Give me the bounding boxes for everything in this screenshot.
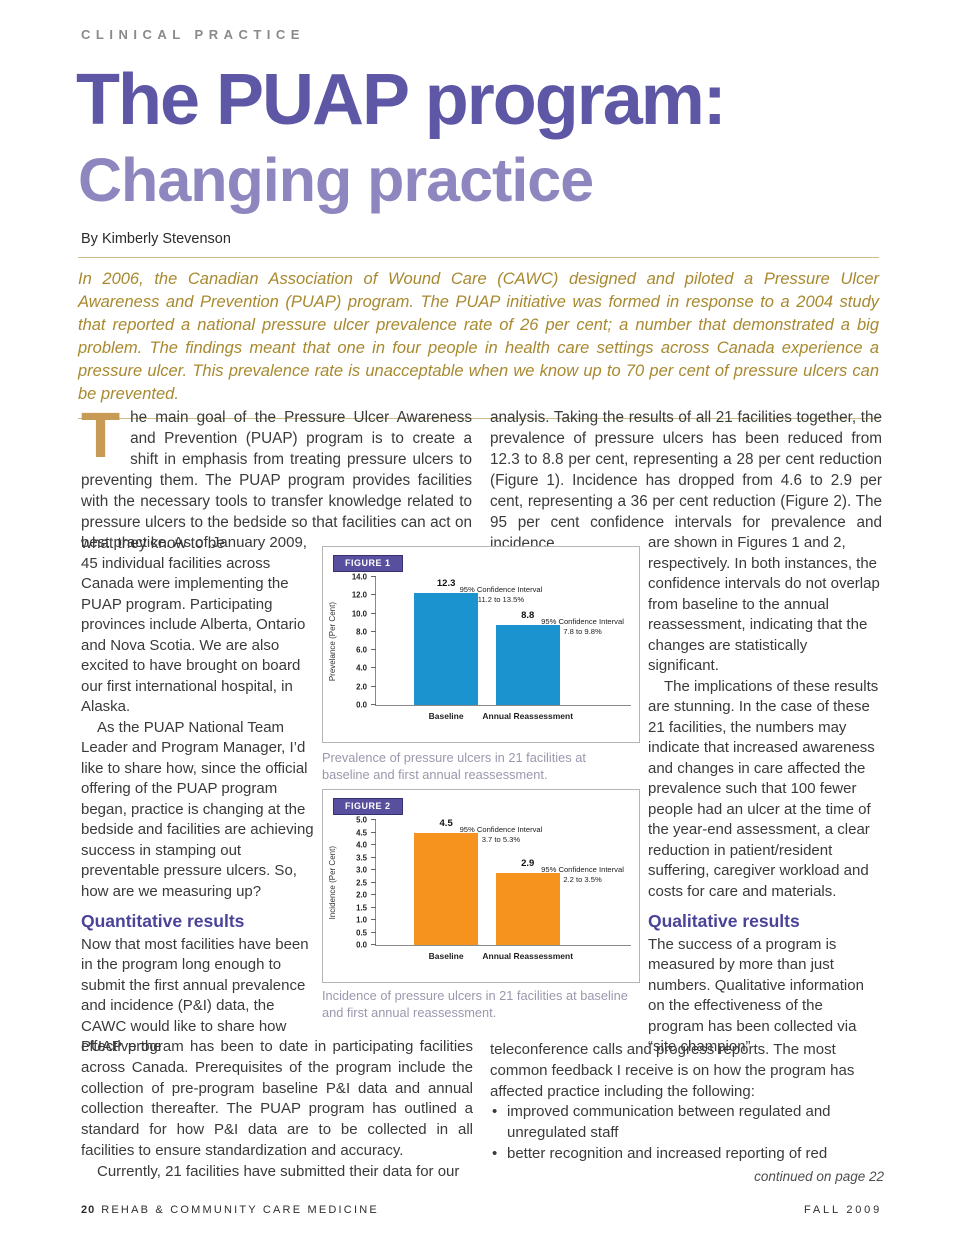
y-tick-mark: [371, 894, 376, 895]
y-tick-mark: [371, 944, 376, 945]
footer-page-number: 20: [81, 1204, 96, 1216]
bar-value-label: 4.5: [439, 817, 453, 829]
x-category-label: Baseline: [428, 711, 464, 721]
paragraph: best practice. As of January 2009, 45 in…: [81, 534, 307, 715]
y-tick-mark: [371, 844, 376, 845]
y-tick-mark: [371, 576, 376, 577]
y-tick-label: 1.5: [356, 903, 367, 912]
figure-2-y-axis-title-text: Incidence (Per Cent): [328, 846, 337, 920]
right-column-top-paragraph: analysis. Taking the results of all 21 f…: [490, 409, 882, 552]
bar-annual-reassessment: [495, 872, 560, 945]
y-tick-label: 0.0: [356, 700, 367, 710]
x-category-label: Annual Reassessment: [482, 951, 574, 961]
bar-value-label: 2.9: [521, 857, 535, 869]
y-tick-mark: [371, 906, 376, 908]
bar-baseline: [414, 832, 478, 945]
y-tick-mark: [371, 819, 376, 820]
heading-qualitative-results: Qualitative results: [648, 911, 800, 931]
paragraph: are shown in Figures 1 and 2, respective…: [648, 534, 880, 674]
dropcap-letter: T: [81, 399, 121, 471]
bar-value-label: 8.8: [521, 609, 535, 621]
figure-2-label: FIGURE 2: [333, 798, 403, 815]
y-tick-label: 2.5: [356, 878, 367, 887]
y-tick-mark: [371, 594, 376, 596]
y-tick-mark: [371, 881, 376, 883]
y-tick-label: 4.0: [356, 840, 367, 850]
bar-baseline: [414, 592, 478, 705]
y-tick-mark: [371, 919, 376, 920]
left-column-bottom: PUAP program has been to date in partici…: [81, 1037, 473, 1183]
continued-note: continued on page 22: [754, 1168, 884, 1184]
y-tick-label: 2.0: [356, 890, 367, 900]
section-eyebrow: CLINICAL PRACTICE: [81, 27, 305, 42]
bullet-item: improved communication between regulated…: [490, 1102, 884, 1144]
opening-paragraph-text: he main goal of the Pressure Ulcer Aware…: [81, 409, 472, 552]
bar-value-label: 12.3: [436, 577, 456, 589]
y-tick-label: 4.5: [356, 828, 367, 837]
y-tick-mark: [371, 649, 376, 651]
confidence-interval-annotation: 95% Confidence Interval 11.2 to 13.5%: [459, 585, 543, 605]
figure-1-y-axis-title-text: Prevelance (Per Cent): [328, 601, 337, 682]
y-tick-label: 4.0: [356, 663, 367, 673]
y-tick-label: 2.0: [356, 682, 367, 692]
left-column-narrow: best practice. As of January 2009, 45 in…: [81, 533, 321, 1058]
right-column-narrow: are shown in Figures 1 and 2, respective…: [648, 533, 882, 1058]
figure-1-y-axis-title: Prevelance (Per Cent): [325, 577, 340, 706]
paragraph: As the PUAP National Team Leader and Pro…: [81, 718, 314, 900]
y-tick-label: 8.0: [356, 627, 367, 637]
confidence-interval-annotation: 95% Confidence Interval 7.8 to 9.8%: [541, 617, 624, 637]
y-tick-label: 0.0: [356, 940, 367, 950]
figure-1-label: FIGURE 1: [333, 555, 403, 572]
y-tick-label: 0.5: [356, 928, 367, 937]
paragraph: PUAP program has been to date in partici…: [81, 1038, 473, 1159]
y-tick-mark: [371, 831, 376, 833]
paragraph: teleconference calls and progress report…: [490, 1041, 855, 1100]
confidence-interval-annotation: 95% Confidence Interval 3.7 to 5.3%: [459, 825, 543, 845]
figure-2-plot-area: 5.0 4.5 4.0 3.5 3.0 2.5 2.0 1.5 1.0 0.5 0.0 4.5 95% …: [356, 816, 631, 961]
y-tick-mark: [371, 630, 376, 632]
article-title-line2: Changing practice: [78, 146, 594, 214]
confidence-interval-annotation: 95% Confidence Interval 2.2 to 3.5%: [541, 865, 624, 885]
y-tick-label: 3.5: [356, 853, 367, 862]
y-tick-mark: [371, 685, 376, 687]
heading-quantitative-results: Quantitative results: [81, 911, 245, 931]
y-tick-label: 3.0: [356, 865, 367, 875]
x-category-label: Baseline: [428, 951, 464, 961]
bar-annual-reassessment: [495, 624, 560, 705]
bullet-item: better recognition and increased reporti…: [490, 1144, 884, 1165]
right-column-bottom: teleconference calls and progress report…: [490, 1040, 884, 1188]
footer-journal-name: REHAB & COMMUNITY CARE MEDICINE: [101, 1204, 379, 1216]
feedback-bullet-list: improved communication between regulated…: [490, 1102, 884, 1164]
article-title-line1: The PUAP program:: [76, 60, 727, 140]
y-tick-label: 5.0: [356, 815, 367, 825]
intro-paragraph: In 2006, the Canadian Association of Wou…: [78, 257, 879, 419]
figure-2-caption: Incidence of pressure ulcers in 21 facil…: [322, 988, 628, 1020]
y-tick-mark: [371, 869, 376, 870]
footer-journal: 20 REHAB & COMMUNITY CARE MEDICINE: [81, 1204, 379, 1216]
paragraph: Now that most facilities have been in th…: [81, 935, 309, 1056]
x-category-label: Annual Reassessment: [482, 711, 574, 721]
y-tick-mark: [371, 612, 376, 614]
y-tick-label: 1.0: [356, 915, 367, 925]
figure-1-plot-area: 14.0 12.0 10.0 8.0 6.0 4.0 2.0 0.0 12.3 95% Confi…: [352, 573, 631, 721]
byline: By Kimberly Stevenson: [81, 231, 231, 247]
y-tick-label: 6.0: [356, 645, 367, 655]
figure-1-panel: FIGURE 1 Prevelance (Per Cent) 14.0 12.0 1…: [322, 546, 640, 743]
y-tick-mark: [371, 704, 376, 705]
y-tick-mark: [371, 667, 376, 669]
figure-1-caption: Prevalence of pressure ulcers in 21 faci…: [322, 750, 586, 782]
footer-issue: FALL 2009: [803, 1204, 882, 1216]
figure-2-panel: FIGURE 2 Incidence (Per Cent) 5.0 4.5 4.0 3…: [322, 789, 640, 983]
paragraph: Currently, 21 facilities have submitted …: [97, 1162, 460, 1180]
y-tick-label: 12.0: [351, 590, 367, 600]
paragraph: The implications of these results are st…: [648, 677, 879, 900]
y-tick-mark: [371, 931, 376, 933]
paragraph: The success of a program is measured by …: [648, 935, 864, 1056]
y-tick-label: 10.0: [351, 609, 367, 619]
y-tick-label: 14.0: [351, 572, 367, 582]
y-tick-mark: [371, 856, 376, 858]
figure-2-y-axis-title: Incidence (Per Cent): [325, 820, 340, 946]
